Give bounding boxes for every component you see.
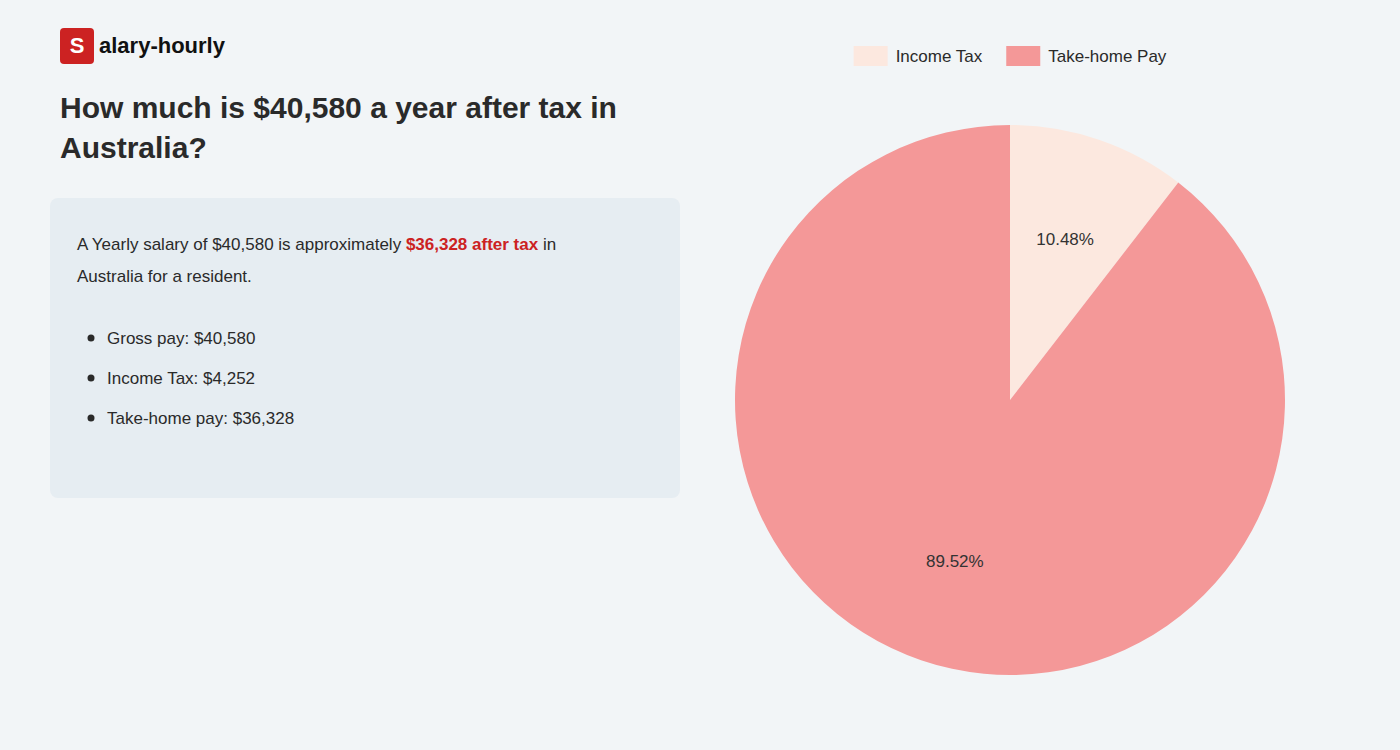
summary: Australia for a resident. (77, 267, 252, 286)
legend-label: Take-home Pay (1048, 47, 1167, 66)
summary: A Yearly salary of $40,580 is approximat… (77, 235, 556, 254)
logo-letter: S (70, 33, 85, 58)
background (0, 0, 1400, 750)
title: How much is $40,580 a year after tax inA… (60, 91, 617, 164)
data-label: 10.48% (1036, 230, 1094, 249)
legend-label: Income Tax (896, 47, 983, 66)
bullet-item: Income Tax: $4,252 (107, 369, 255, 388)
logo-box (60, 28, 94, 64)
legend: Income Tax Take-home Pay (854, 46, 1167, 66)
pie-slice (735, 125, 1285, 675)
logo-text: alary-hourly (99, 33, 226, 58)
bullet (88, 375, 95, 382)
bullet (88, 415, 95, 422)
pie (735, 125, 1285, 675)
legend-swatch (1006, 46, 1040, 66)
summary-part: $36,328 after tax (406, 235, 539, 254)
bullet-item: Gross pay: $40,580 (107, 329, 255, 348)
info-box (50, 198, 680, 498)
legend-swatch (854, 46, 888, 66)
data-label: 89.52% (926, 552, 984, 571)
bullet (88, 335, 95, 342)
summary-part: in (538, 235, 556, 254)
chart: Salary-hourly How much is $40,580 a year … (0, 0, 1400, 750)
summary-part: A Yearly salary of $40,580 is approximat… (77, 235, 406, 254)
bullet-item: Take-home pay: $36,328 (107, 409, 294, 428)
